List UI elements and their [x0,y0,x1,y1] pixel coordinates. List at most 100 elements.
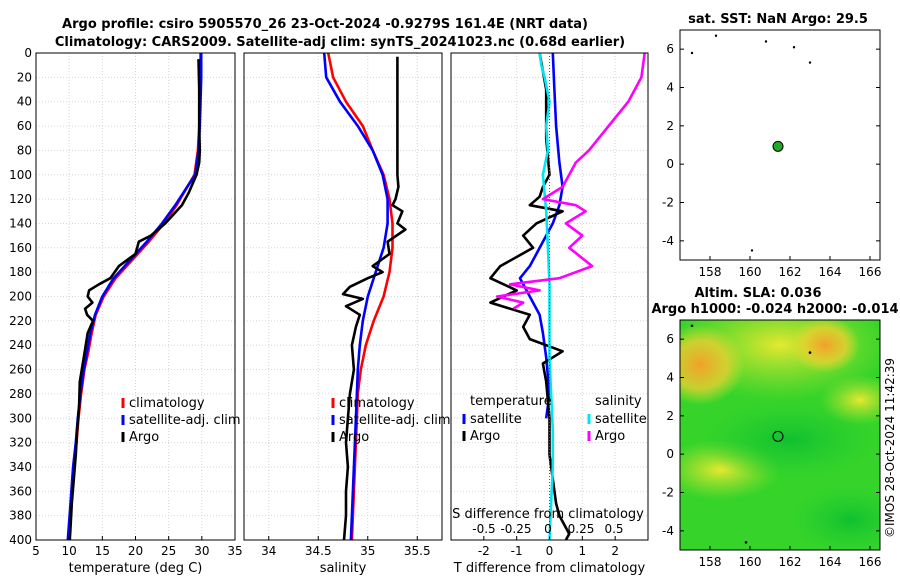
map-y-tick-label: -2 [662,196,674,210]
series-line-argo [341,56,407,541]
y-tick-label: 300 [9,411,32,425]
x-axis-label: T difference from climatology [453,561,646,576]
y-tick-label: 80 [17,143,32,157]
map-x-tick-label: 162 [779,265,802,279]
island-marker [714,34,718,37]
x-axis-label-top: S difference from climatology [452,507,644,522]
y-tick-label: 0 [24,46,32,60]
series-line-t-satellite [518,52,564,419]
x-tick-label: -1 [511,544,523,558]
map-y-tick-label: 0 [666,157,674,171]
axes-frame [243,52,443,541]
x-axis-label: temperature (deg C) [69,561,203,576]
island-marker [690,51,694,55]
s-tick-label: 0.5 [604,522,623,536]
x-tick-label: 25 [161,544,176,558]
sla-high-band [820,375,880,425]
legend-label: satellite [595,412,647,427]
sst-map-panel: sat. SST: NaN Argo: 29.5 158 160 162 164 166 6… [662,12,881,279]
x-tick-label: 20 [128,544,143,558]
island-marker [750,249,754,252]
island-marker [808,351,812,354]
map-y-tick-label: 4 [666,81,674,95]
legend-label: Argo [339,430,369,445]
map-y-tick-label: 0 [666,447,674,461]
legend-label: satellite-adj. clim [129,413,241,428]
x-tick-label: 10 [62,544,77,558]
series-line-s-satellite [538,52,555,541]
s-tick-label: 0 [544,522,552,536]
legend-label: satellite-adj. clim [339,413,451,428]
y-tick-label: 100 [9,168,32,182]
legend-header-salinity: salinity [595,394,642,409]
y-tick-label: 320 [9,436,32,450]
legend-label: climatology [339,396,415,411]
x-axis-label: salinity [320,561,367,576]
map-y-tick-label: 6 [666,42,674,56]
x-tick-label: 35 [227,544,242,558]
x-tick-label: 34.5 [305,544,332,558]
y-tick-label: 200 [9,290,32,304]
map-frame [679,319,881,551]
y-tick-label: 380 [9,509,32,523]
x-tick-label: 35.5 [404,544,431,558]
y-tick-label: 340 [9,460,32,474]
map-y-tick-label: 6 [666,332,674,346]
map-y-tick-label: -2 [662,486,674,500]
y-tick-label: 40 [17,95,32,109]
s-tick-label: -0.5 [472,522,495,536]
x-tick-label: 35 [360,544,375,558]
series-line-argo [68,59,202,541]
y-tick-label: 120 [9,192,32,206]
map-y-tick-label: 2 [666,409,674,423]
x-tick-label: -2 [478,544,490,558]
argo-location-marker [772,140,784,152]
x-tick-label: 2 [611,544,619,558]
map-y-tick-label: -4 [662,234,674,248]
legend-header-temperature: temperature [470,394,552,409]
sla-heatmap [680,320,880,550]
sla-low-region [700,400,880,480]
y-tick-label: 180 [9,265,32,279]
sla-title-line-2: Argo h1000: -0.024 h2000: -0.014 [651,302,898,317]
y-tick-label: 60 [17,119,32,133]
x-tick-label: 5 [32,544,40,558]
map-x-tick-label: 166 [859,555,882,569]
y-tick-label: 240 [9,338,32,352]
sla-warm-region [790,320,860,373]
y-tick-label: 360 [9,484,32,498]
y-tick-label: 160 [9,241,32,255]
salinity-panel: 34 34.5 35 35.5 salinity climatology satellite… [243,52,451,576]
title-line-2: Climatology: CARS2009. Satellite-adj cli… [55,35,625,50]
sla-low-region [790,485,880,550]
island-marker [744,541,748,544]
legend-label: Argo [129,430,159,445]
sla-title-line-1: Altim. SLA: 0.036 [695,286,822,301]
map-x-tick-label: 158 [699,555,722,569]
map-x-tick-label: 164 [819,265,842,279]
map-x-tick-label: 162 [779,555,802,569]
map-y-tick-label: 4 [666,371,674,385]
series-line-satellite-adj-clim [322,52,389,541]
island-marker [690,324,694,328]
y-tick-label: 20 [17,70,32,84]
map-frame [679,29,881,261]
legend-label: Argo [595,429,625,444]
map-y-tick-label: 2 [666,119,674,133]
map-x-tick-label: 158 [699,265,722,279]
s-tick-label: 0.25 [568,522,595,536]
x-tick-label: 0 [546,544,554,558]
imos-watermark: ©IMOS 28-Oct-2024 11:42:39 [883,358,897,538]
x-tick-label: 34 [261,544,276,558]
temperature-panel: 0 20 40 60 80 100 120 140 160 180 200 220 240 260 280 3… [9,46,243,576]
legend-label: climatology [129,396,205,411]
map-y-tick-label: -4 [662,524,674,538]
y-tick-label: 220 [9,314,32,328]
x-tick-label: 30 [194,544,209,558]
island-marker [808,61,812,64]
y-tick-label: 400 [9,533,32,547]
difference-panel: -2 -1 0 1 2 T difference from climatology temp… [450,52,649,576]
sla-warm-region [680,325,745,405]
